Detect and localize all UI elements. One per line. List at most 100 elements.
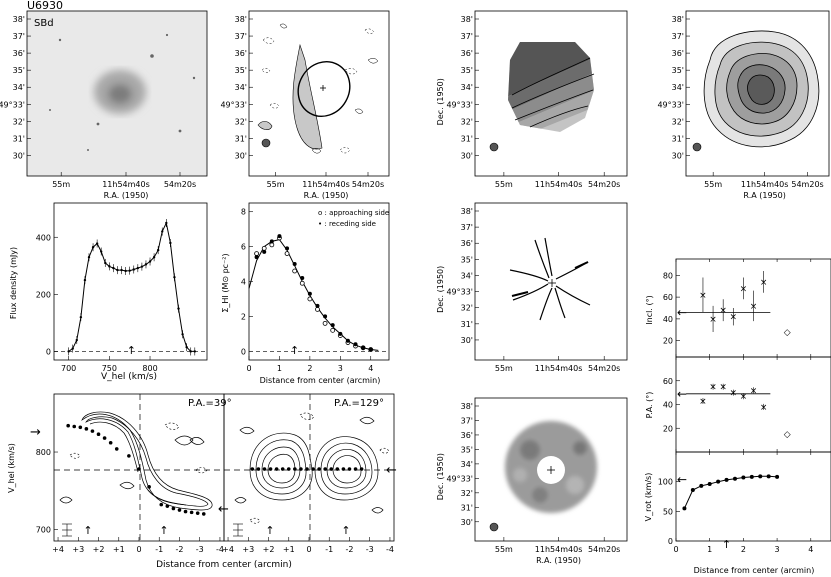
profile-point — [152, 256, 156, 259]
pv-xtick: 0 — [306, 545, 311, 554]
dec-tick-label: 35' — [13, 66, 25, 75]
dec-tick-label: 49°33' — [0, 100, 25, 109]
pv-xtick: +3 — [242, 545, 254, 554]
profile-point — [156, 248, 160, 252]
pv-xtick: +4 — [52, 545, 64, 554]
isovelocity-contours — [511, 57, 595, 128]
radial-point-approaching — [254, 251, 260, 256]
incl-point: × — [750, 302, 758, 312]
radial-xtick: 3 — [338, 364, 343, 373]
ra-axis-label: R.A (1950) — [743, 191, 785, 200]
dec-tick-label: 31' — [13, 134, 25, 143]
pv-ytick: 800 — [36, 448, 51, 457]
dec-tick-label: 31' — [672, 134, 684, 143]
profile-line — [68, 221, 195, 352]
profile-xtick: 700 — [61, 364, 76, 373]
profile-point — [87, 256, 91, 259]
dec-tick-label: 49°33' — [446, 288, 473, 297]
profile-point — [124, 269, 127, 273]
velocity-field-panel — [474, 10, 628, 177]
pv-point — [299, 467, 303, 471]
pv-point — [201, 512, 206, 516]
pv-xtick: -3 — [366, 545, 374, 554]
dec-tick-label: 37' — [461, 223, 473, 232]
dec-tick-label: 30' — [461, 518, 473, 527]
radial-ylabel: Σ_HI (M⊙ pc⁻²) — [221, 253, 230, 312]
ra-tick-label: 55m — [495, 545, 513, 554]
ra-tick-label: 54m20s — [352, 180, 384, 189]
profile-point — [116, 268, 119, 272]
vrot-xtick: 2 — [741, 545, 746, 554]
pv-point — [317, 467, 321, 471]
dec-tick-label: 34' — [13, 83, 25, 92]
radial-point-approaching — [322, 320, 328, 326]
pv-xlabel: Distance from center (arcmin) — [156, 560, 292, 570]
kin-lines — [509, 237, 591, 321]
dec-tick-label: 32' — [13, 117, 25, 126]
legend-receding: • : receding side — [318, 220, 376, 228]
radial-xtick: 4 — [368, 364, 373, 373]
vrot-xtick: 1 — [707, 545, 712, 554]
profile-point — [165, 221, 168, 225]
pv-ytick: 700 — [36, 525, 51, 534]
dec-tick-label: 36' — [461, 239, 473, 248]
hi-emission — [292, 43, 323, 150]
radial-point-receding — [338, 331, 343, 336]
radial-point-approaching — [261, 245, 267, 251]
profile-frame — [53, 202, 208, 361]
profile-point — [75, 338, 78, 342]
radial-point-approaching — [307, 296, 313, 302]
pv2-frame — [223, 393, 395, 542]
profile-point — [136, 266, 140, 270]
pv-xtick: -2 — [175, 545, 183, 554]
pv-point — [102, 436, 107, 440]
ra-tick-label: 55m — [495, 364, 513, 373]
dec-tick-label: 35' — [461, 445, 473, 454]
pv-xtick: -2 — [345, 545, 353, 554]
pv-point — [293, 467, 297, 471]
pv-xtick: +1 — [283, 545, 295, 554]
profile-ytick: 400 — [36, 233, 51, 242]
pv-diagram-pa129: +4 +3 +2 +1 0 -1 -2 -3 -4 P.A.=129° ← ↑ ↑ — [222, 393, 397, 554]
pv-xtick: -1 — [155, 545, 163, 554]
pa-point: × — [719, 383, 727, 393]
pa-point: × — [699, 397, 707, 407]
dec-tick-label: 49°33' — [446, 100, 473, 109]
incl-point: × — [719, 306, 727, 316]
pv-ylabel: V_hel (km/s) — [7, 443, 16, 493]
dec-tick-label: 37' — [461, 32, 473, 41]
dec-tick-label: 36' — [461, 49, 473, 58]
pv-point — [66, 423, 70, 428]
residual-center — [547, 466, 555, 474]
dec-tick-label: 32' — [461, 117, 473, 126]
pv-point — [78, 425, 83, 430]
profile-point — [144, 263, 148, 266]
pv-point — [165, 504, 170, 508]
dec-tick-label: 38' — [235, 15, 247, 24]
dec-tick-label: 32' — [672, 117, 684, 126]
ra-tick-label: 11h54m40s — [535, 180, 583, 189]
dec-tick-label: 49°33' — [446, 474, 473, 483]
vrot-point — [775, 474, 780, 479]
incl-ytick: 60 — [663, 293, 673, 302]
ra-tick-label: 55m — [52, 180, 70, 189]
vrot-xtick: 3 — [775, 545, 780, 554]
dec-tick-label: 30' — [461, 151, 473, 160]
radial-xtick: 0 — [246, 364, 251, 373]
incl-arrow: ← — [677, 305, 687, 319]
pv1-arrow-high: → — [30, 425, 41, 440]
radial-density-panel: 0 1 2 3 4 0 2 4 6 8 ↑ o : approaching side • : re… — [221, 202, 390, 385]
incl-point: × — [730, 313, 738, 323]
vrot-frame — [675, 451, 831, 542]
vrot-point — [741, 475, 746, 480]
vrot-ytick: 50 — [663, 507, 673, 516]
profile-point — [67, 350, 70, 353]
pv-point — [268, 467, 273, 471]
radial-xtick: 1 — [277, 364, 282, 373]
profile-point — [79, 315, 83, 319]
profile-point — [193, 350, 196, 353]
vrot-ytick: 0 — [668, 537, 673, 546]
dec-tick-label: 38' — [461, 207, 473, 216]
